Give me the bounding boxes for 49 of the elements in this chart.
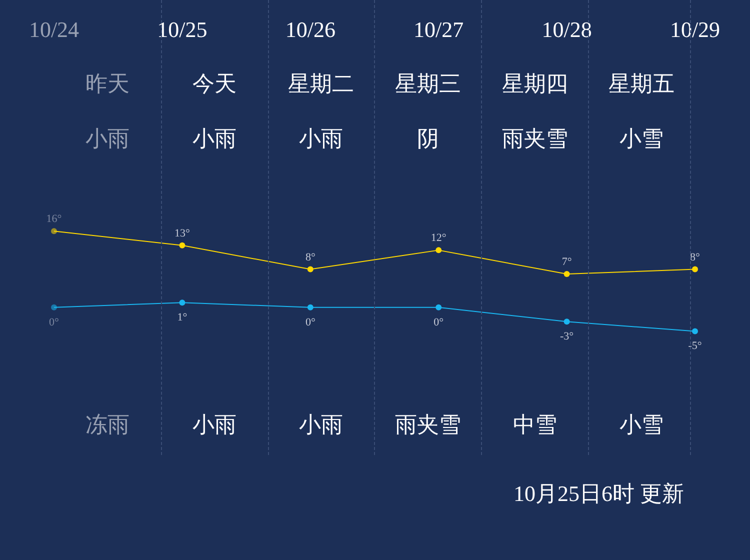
x-tick-label: 10/26 (285, 17, 336, 42)
point (307, 304, 314, 310)
point (51, 228, 57, 234)
text: 中雪 (512, 411, 558, 439)
text: 今天 (191, 70, 238, 98)
x-tick-label: 10/28 (542, 17, 592, 42)
text: 星期四 (500, 70, 569, 98)
point (692, 328, 698, 334)
x-tick-label: 10/25 (157, 17, 208, 42)
text: 小雨 (298, 125, 344, 153)
text: 小雪 (618, 125, 665, 153)
point (179, 242, 186, 248)
text: 昨天 (84, 70, 130, 98)
text: 冻雨 (84, 411, 130, 439)
x-tick-label: 10/27 (414, 17, 464, 42)
point (51, 304, 57, 310)
text: 星期五 (608, 70, 676, 98)
data-label: 13° (174, 227, 190, 240)
data-label: 8° (305, 251, 316, 264)
point (307, 266, 314, 272)
point (564, 318, 570, 325)
text: 雨夹雪 (500, 125, 569, 153)
text: 小雨 (191, 125, 238, 153)
text: 小雨 (191, 411, 238, 439)
text: 星期三 (394, 70, 462, 98)
text: 阴 (416, 125, 440, 153)
point (436, 247, 442, 254)
text: 小雨 (298, 411, 344, 439)
data-label: 12° (430, 232, 446, 244)
x-tick-label: 10/24 (28, 17, 80, 42)
text: 小雪 (618, 411, 665, 439)
data-label: 0° (49, 316, 59, 328)
point (692, 266, 698, 272)
point (436, 304, 442, 310)
data-label: -5° (688, 340, 702, 352)
data-label: -3° (560, 330, 574, 343)
point (179, 300, 186, 306)
data-label: 7° (562, 256, 572, 268)
x-tick-label: 10/29 (670, 17, 720, 42)
point (564, 271, 570, 278)
data-label: 0° (434, 316, 444, 328)
data-label: 1° (177, 312, 188, 324)
text: 星期二 (287, 70, 356, 98)
data-label: 8° (690, 251, 700, 264)
data-label: 0° (305, 316, 316, 328)
text: 10月25日6时 更新 (514, 480, 684, 508)
text: 小雨 (84, 125, 130, 153)
text: 雨夹雪 (394, 411, 462, 439)
data-label: 16° (46, 213, 62, 226)
